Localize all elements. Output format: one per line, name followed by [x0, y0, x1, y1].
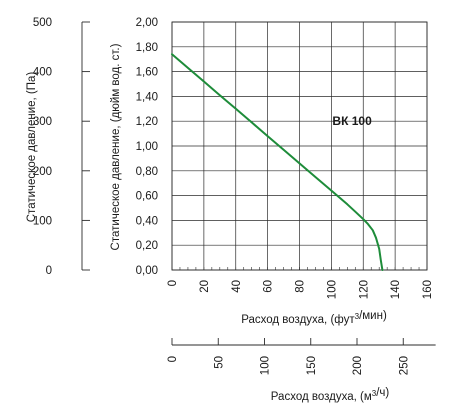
- cfm-tick-label: 20: [199, 280, 211, 293]
- m3h-tick-label: 100: [260, 356, 272, 375]
- pa-tick-label: 300: [33, 116, 52, 128]
- inch-tick-label: 1,00: [136, 141, 158, 153]
- inch-tick-label: 1,20: [136, 116, 158, 128]
- series-layer: ВК 100: [171, 53, 384, 271]
- m3h-tick-label: 200: [352, 356, 364, 375]
- m3h-tick-label: 150: [306, 356, 318, 375]
- cfm-tick-label: 160: [422, 280, 434, 299]
- inch-tick-label: 0,80: [136, 166, 158, 178]
- cfm-axis: 0 20 40 60 80 100 120 140 160: [167, 280, 434, 299]
- inch-axis: 0,00 0,20 0,40 0,60 0,80 1,00 1,20 1,40 1,60 1,80…: [136, 17, 158, 277]
- series-annotation: ВК 100: [332, 114, 372, 128]
- plot-grid: [171, 21, 428, 271]
- series-line-bk100: [171, 53, 384, 271]
- inch-tick-label: 1,60: [136, 67, 158, 79]
- pa-tick-label: 200: [33, 166, 52, 178]
- pa-axis-title: Статическое давление, (Па): [26, 72, 38, 223]
- inch-tick-label: 0,20: [136, 240, 158, 252]
- pa-tick-label: 100: [33, 215, 52, 227]
- pa-tick-label: 400: [33, 67, 52, 79]
- inch-tick-label: 0,00: [136, 265, 158, 277]
- inch-tick-label: 1,80: [136, 42, 158, 54]
- m3h-tick-label: 50: [213, 356, 225, 369]
- cfm-tick-label: 60: [263, 280, 275, 293]
- inch-tick-label: 0,60: [136, 191, 158, 203]
- inch-tick-label: 0,40: [136, 215, 158, 227]
- pa-tick-label: 500: [33, 17, 52, 29]
- pa-tick-label: 0: [46, 265, 52, 277]
- inch-tick-label: 2,00: [136, 17, 158, 29]
- cfm-tick-label: 120: [358, 280, 370, 299]
- cfm-axis-title: Расход воздуха, (фут3/мин): [241, 310, 387, 326]
- cfm-tick-label: 140: [390, 280, 402, 299]
- inch-tick-label: 1,40: [136, 91, 158, 103]
- cfm-tick-label: 100: [326, 280, 338, 299]
- m3h-axis-title: Расход воздуха, (м3/ч): [271, 387, 390, 403]
- axis-titles: Статическое давление, (Па) Статическое да…: [26, 43, 389, 403]
- cfm-tick-label: 0: [167, 280, 179, 286]
- pa-axis: 0 100 200 300 400 500: [33, 17, 90, 277]
- m3h-axis: 0 50 100 150 200 250: [167, 338, 436, 375]
- cfm-tick-label: 80: [295, 280, 307, 293]
- m3h-tick-label: 0: [167, 356, 179, 362]
- inch-axis-title: Статическое давление, (дюйм вод. ст.): [110, 43, 122, 250]
- m3h-tick-label: 250: [398, 356, 410, 375]
- cfm-tick-label: 40: [231, 280, 243, 293]
